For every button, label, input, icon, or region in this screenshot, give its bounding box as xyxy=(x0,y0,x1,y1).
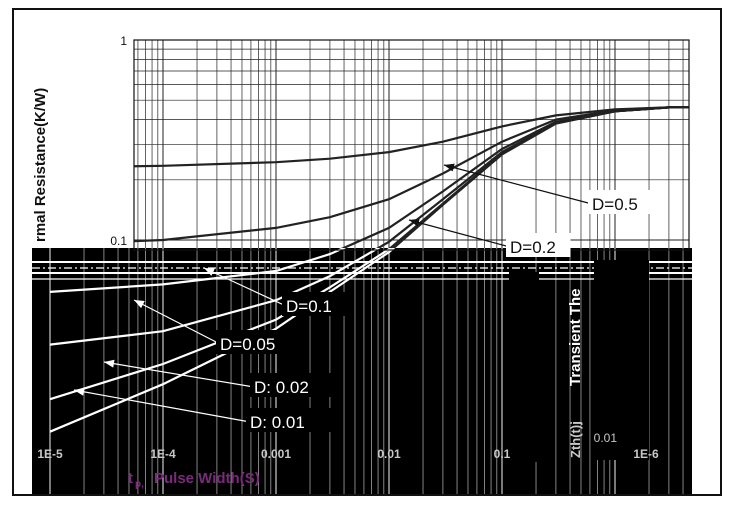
annotation-label: D=0.05 xyxy=(220,335,275,354)
annotation-label: D=0.1 xyxy=(286,297,332,316)
annotation-arrowhead xyxy=(409,218,420,227)
glitch-block-2 xyxy=(594,260,649,460)
glitch-band xyxy=(32,248,692,494)
annotation-arrowhead xyxy=(134,300,145,309)
x-tick-label: 0.01 xyxy=(377,447,401,461)
annotation-leader xyxy=(443,164,593,205)
thermal-impedance-chart: D=0.5 D=0.2 D=0.1 D=0.05 D: 0.02 D: 0.01 rmal… xyxy=(32,34,720,494)
y-tick-label: 0.1 xyxy=(110,234,127,248)
x-tick-label: 0.1 xyxy=(494,447,511,461)
ylabel-visible: rmal Resistance(K/W) xyxy=(32,88,49,242)
annotation-leader xyxy=(408,219,511,248)
y-tick-label: 1 xyxy=(120,34,127,48)
glitch-block-1 xyxy=(509,272,539,462)
annotation-label: D: 0.02 xyxy=(254,378,309,397)
annotation-leader xyxy=(133,299,221,345)
x-tick-label: 0.001 xyxy=(261,447,291,461)
xlabel-sub: p, xyxy=(135,479,144,490)
annotation-arrowhead xyxy=(74,387,85,396)
annotation-label: D=0.2 xyxy=(510,238,556,257)
annotation-leader xyxy=(203,267,287,307)
series-line-1-glitch xyxy=(50,107,720,167)
annotation-box xyxy=(216,330,291,354)
plot-border-top xyxy=(133,39,690,251)
annotation-box xyxy=(282,292,347,316)
series-line-2-glitch xyxy=(50,107,720,244)
curves-top xyxy=(134,106,689,250)
series-line-6 xyxy=(389,106,689,250)
y-tick-label: 0.01 xyxy=(594,431,618,445)
series-line-2 xyxy=(134,106,689,243)
series-line-3-glitch xyxy=(49,248,347,293)
annotations: D=0.5 D=0.2 D=0.1 D=0.05 D: 0.02 D: 0.01 xyxy=(73,163,653,432)
annotation-leader xyxy=(103,361,255,388)
x-tick-label: 1E-4 xyxy=(150,447,176,461)
ylabel-ghost: Transient The xyxy=(567,288,584,386)
series-line-1 xyxy=(134,106,689,168)
annotation-box xyxy=(506,233,571,257)
tick-labels: 1E-5 1E-4 0.001 0.01 0.1 1E-6 1 0.1 0.01 xyxy=(37,34,659,461)
annotation-box xyxy=(246,408,332,432)
x-tick-label: 1E-5 xyxy=(37,447,63,461)
xlabel-rest: Pulse Width(S) xyxy=(154,470,260,487)
x-tick-label: 1E-6 xyxy=(633,447,659,461)
annotation-label: D: 0.01 xyxy=(250,413,305,432)
annotation-leader xyxy=(73,389,251,423)
annotation-arrowhead xyxy=(444,163,455,172)
annotation-arrowhead xyxy=(204,268,215,276)
ylabel-ghost-symbol: Zth(t)j xyxy=(568,421,583,458)
annotation-box xyxy=(250,373,336,397)
annotation-arrowhead xyxy=(104,359,115,368)
annotation-label: D=0.5 xyxy=(592,195,638,214)
series-line-4-glitch xyxy=(49,248,381,346)
xlabel-t: t xyxy=(128,470,133,487)
annotation-box xyxy=(588,190,653,214)
chart-frame: D=0.5 D=0.2 D=0.1 D=0.05 D: 0.02 D: 0.01 rmal… xyxy=(12,8,722,496)
